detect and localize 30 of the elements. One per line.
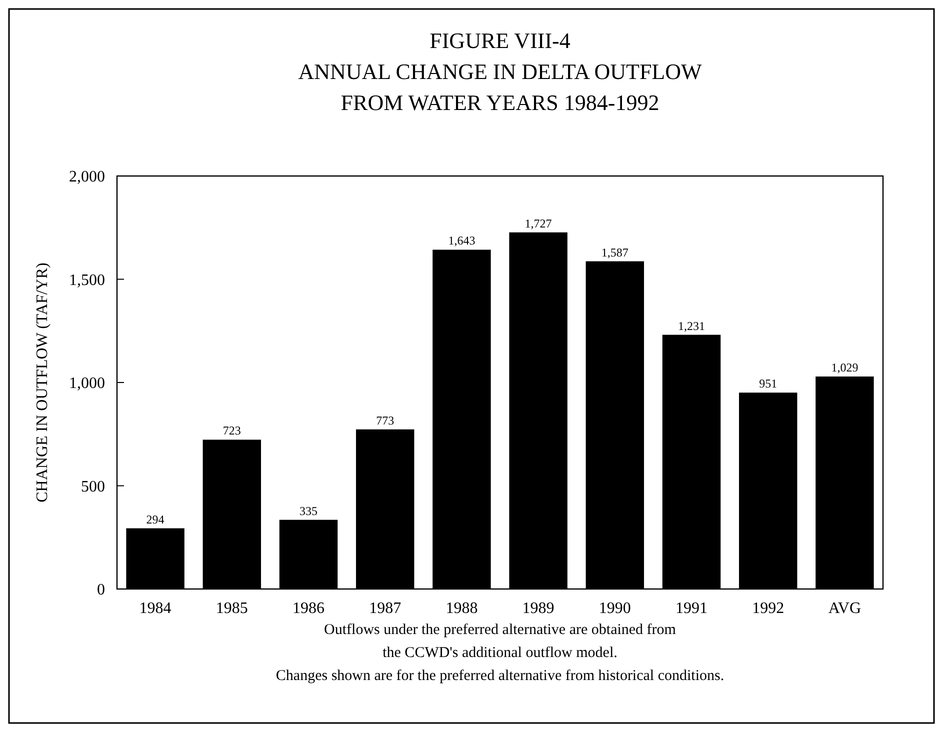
data-label: 773 bbox=[376, 413, 394, 428]
data-label: 1,029 bbox=[831, 360, 858, 375]
data-label: 335 bbox=[300, 504, 318, 518]
x-tick-label: 1987 bbox=[369, 600, 402, 617]
data-label: 294 bbox=[146, 512, 164, 526]
x-tick-label: 1992 bbox=[752, 600, 784, 617]
x-tick-label: 1985 bbox=[216, 600, 248, 617]
y-axis-title: CHANGE IN OUTFLOW (TAF/YR) bbox=[34, 262, 51, 502]
data-label: 723 bbox=[222, 424, 241, 438]
text: Outflows under the preferred alternative are obtained from bbox=[324, 622, 676, 638]
data-label: 1,727 bbox=[524, 216, 552, 230]
x-tick-label: 1990 bbox=[598, 600, 631, 617]
x-tick-label: 1988 bbox=[446, 600, 478, 617]
y-tick-label: 500 bbox=[81, 478, 105, 496]
x-tick-label: 1984 bbox=[139, 600, 172, 617]
data-label: 1,587 bbox=[601, 245, 628, 260]
data-label: 1,231 bbox=[678, 318, 705, 333]
data-label: 951 bbox=[759, 376, 778, 391]
x-tick-label: 1986 bbox=[292, 600, 324, 617]
text: Changes shown are for the preferred alternative from historical conditions. bbox=[276, 668, 724, 684]
chart-title: FIGURE VIII-4 ANNUAL CHANGE IN DELTA OUTFLOW FROM WATER YEARS 1984-1992 bbox=[298, 28, 702, 115]
text: the CCWD's additional outflow model. bbox=[382, 645, 618, 661]
y-tick-label: 2,000 bbox=[69, 168, 105, 186]
y-tick-label: 1,500 bbox=[69, 272, 105, 289]
x-tick-label: AVG bbox=[828, 600, 862, 617]
data-label: 1,643 bbox=[448, 234, 476, 248]
x-tick-label: 1989 bbox=[522, 600, 554, 617]
y-tick-label: 1,000 bbox=[69, 375, 105, 392]
x-tick-label: 1991 bbox=[676, 600, 708, 617]
y-tick-label: 0 bbox=[97, 582, 105, 599]
